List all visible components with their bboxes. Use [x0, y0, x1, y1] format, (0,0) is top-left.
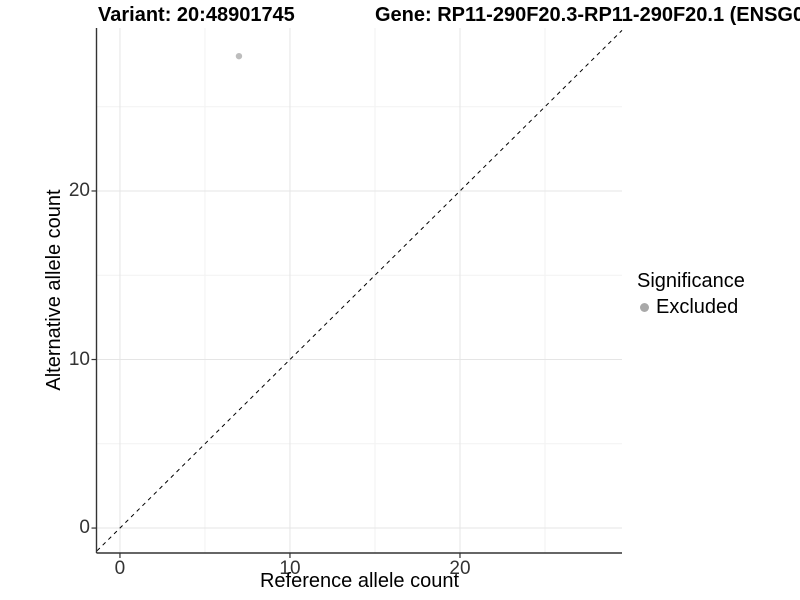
plot-title-variant: Variant: 20:48901745 — [98, 4, 295, 26]
x-tick-label: 10 — [279, 558, 301, 579]
y-tick-label: 0 — [79, 517, 90, 539]
x-tick-label: 20 — [449, 558, 471, 579]
x-tick-label: 0 — [114, 558, 126, 579]
y-tick-label: 20 — [68, 179, 90, 201]
data-point — [235, 52, 243, 60]
plot-title-gene: Gene: RP11-290F20.3-RP11-290F20.1 (ENSG0 — [375, 4, 800, 26]
x-axis-title: Reference allele count — [259, 570, 459, 592]
y-axis-title: Alternative allele count — [43, 189, 65, 391]
legend-point-icon — [640, 303, 649, 312]
legend: Significance Excluded — [637, 270, 745, 319]
identity-line — [96, 30, 623, 552]
legend-entry-label: Excluded — [656, 296, 739, 318]
legend-entry-excluded: Excluded — [637, 296, 745, 319]
y-tick-label: 10 — [68, 348, 90, 370]
legend-title: Significance — [637, 270, 745, 292]
